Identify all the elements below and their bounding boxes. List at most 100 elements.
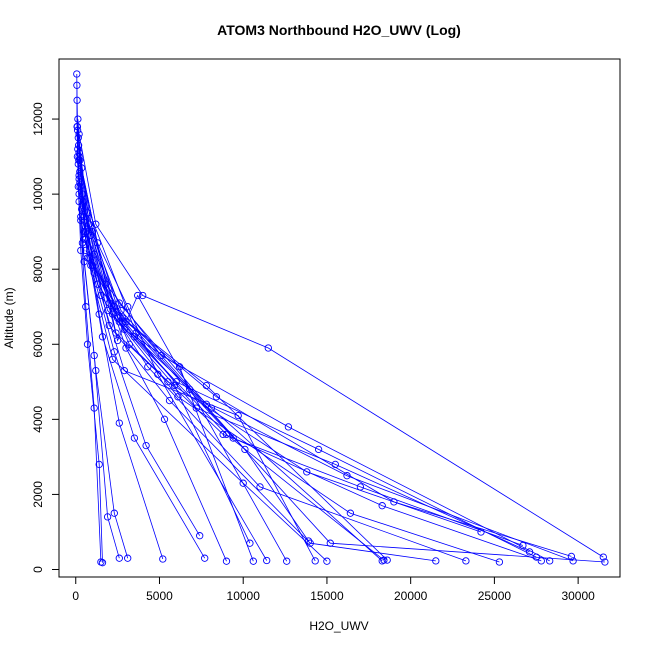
x-tick-label: 5000: [146, 589, 173, 603]
data-point: [495, 558, 504, 566]
data-point: [343, 472, 351, 480]
data-point: [115, 419, 123, 427]
data-point: [263, 556, 271, 565]
data-point: [92, 220, 100, 228]
data-point: [264, 344, 272, 352]
series-line: [77, 137, 309, 542]
data-point: [142, 441, 150, 450]
series-line: [81, 167, 482, 533]
data-point: [185, 385, 194, 393]
data-point: [78, 190, 87, 198]
data-point: [97, 558, 105, 566]
series-20: [77, 216, 470, 565]
y-tick-label: 12000: [31, 102, 45, 136]
series-19: [77, 205, 440, 565]
series-line: [77, 130, 206, 559]
series-line: [85, 250, 537, 558]
data-point: [77, 213, 85, 221]
data-point: [390, 498, 398, 506]
data-point: [192, 404, 200, 412]
series-22: [77, 164, 485, 536]
y-tick-label: 6000: [31, 331, 45, 358]
data-point: [172, 378, 180, 386]
data-point: [110, 303, 118, 311]
data-point: [74, 145, 82, 153]
series-12: [75, 190, 291, 565]
data-point: [165, 396, 174, 405]
data-point: [120, 366, 128, 375]
data-point: [124, 303, 132, 311]
data-point: [90, 404, 98, 412]
series-30: [75, 130, 607, 561]
x-tick-label: 20000: [394, 589, 428, 603]
data-point: [113, 314, 122, 322]
data-point: [79, 197, 87, 206]
data-point: [73, 70, 81, 78]
data-point: [314, 445, 323, 454]
data-point: [160, 415, 169, 423]
data-point: [256, 483, 264, 491]
chart-title: ATOM3 Northbound H2O_UWV (Log): [217, 22, 461, 38]
data-point: [196, 532, 204, 540]
data-point: [75, 130, 83, 138]
data-point: [115, 554, 123, 562]
series-line: [78, 134, 604, 558]
data-point: [239, 479, 247, 487]
data-point: [234, 411, 242, 420]
x-axis-label: H2O_UWV: [309, 619, 368, 633]
series-line: [79, 160, 550, 562]
data-point: [378, 502, 386, 510]
data-point: [241, 445, 249, 454]
y-tick-label: 2000: [31, 481, 45, 508]
data-point: [139, 291, 147, 300]
series-27: [76, 156, 554, 565]
data-point: [80, 235, 88, 243]
data-point: [569, 557, 577, 565]
series-25: [82, 246, 540, 561]
data-point: [432, 557, 440, 565]
series-line: [80, 220, 467, 562]
data-point: [462, 557, 470, 565]
data-point: [130, 434, 139, 442]
data-point: [110, 509, 118, 517]
data-point: [77, 246, 85, 255]
data-point: [74, 134, 82, 142]
series-line: [78, 193, 288, 562]
data-point: [124, 554, 132, 562]
data-point: [97, 291, 105, 300]
y-axis: 0 2000 4000 6000 8000 10000 12000: [31, 102, 60, 573]
series-29: [80, 228, 577, 565]
data-point: [83, 340, 92, 348]
data-point: [212, 393, 221, 401]
data-point: [134, 291, 142, 300]
data-point: [76, 156, 84, 164]
y-tick-label: 4000: [31, 406, 45, 433]
data-point: [95, 460, 103, 469]
data-point: [77, 164, 86, 172]
data-point: [74, 141, 83, 149]
x-axis: 0 5000 10000 15000 20000 25000 30000: [72, 576, 595, 603]
series-28: [85, 254, 576, 561]
series-line: [77, 149, 129, 559]
y-tick-label: 0: [31, 566, 45, 573]
data-point: [108, 355, 117, 363]
data-point: [219, 430, 227, 439]
plot-frame: [58, 58, 621, 578]
series-line: [76, 100, 120, 559]
data-point: [346, 509, 355, 517]
data-point: [105, 321, 113, 330]
x-tick-label: 10000: [227, 589, 261, 603]
data-point: [73, 96, 81, 104]
series-31: [78, 201, 609, 566]
x-tick-label: 25000: [478, 589, 512, 603]
data-point: [306, 539, 314, 547]
series-18: [75, 152, 388, 564]
series-line: [78, 145, 388, 561]
y-axis-label: Altitude (m): [2, 287, 16, 348]
x-tick-label: 0: [72, 589, 79, 603]
series-line: [79, 171, 316, 562]
series-26: [78, 190, 545, 565]
data-point: [601, 558, 609, 566]
y-tick-label: 8000: [31, 256, 45, 283]
data-point: [283, 557, 291, 565]
